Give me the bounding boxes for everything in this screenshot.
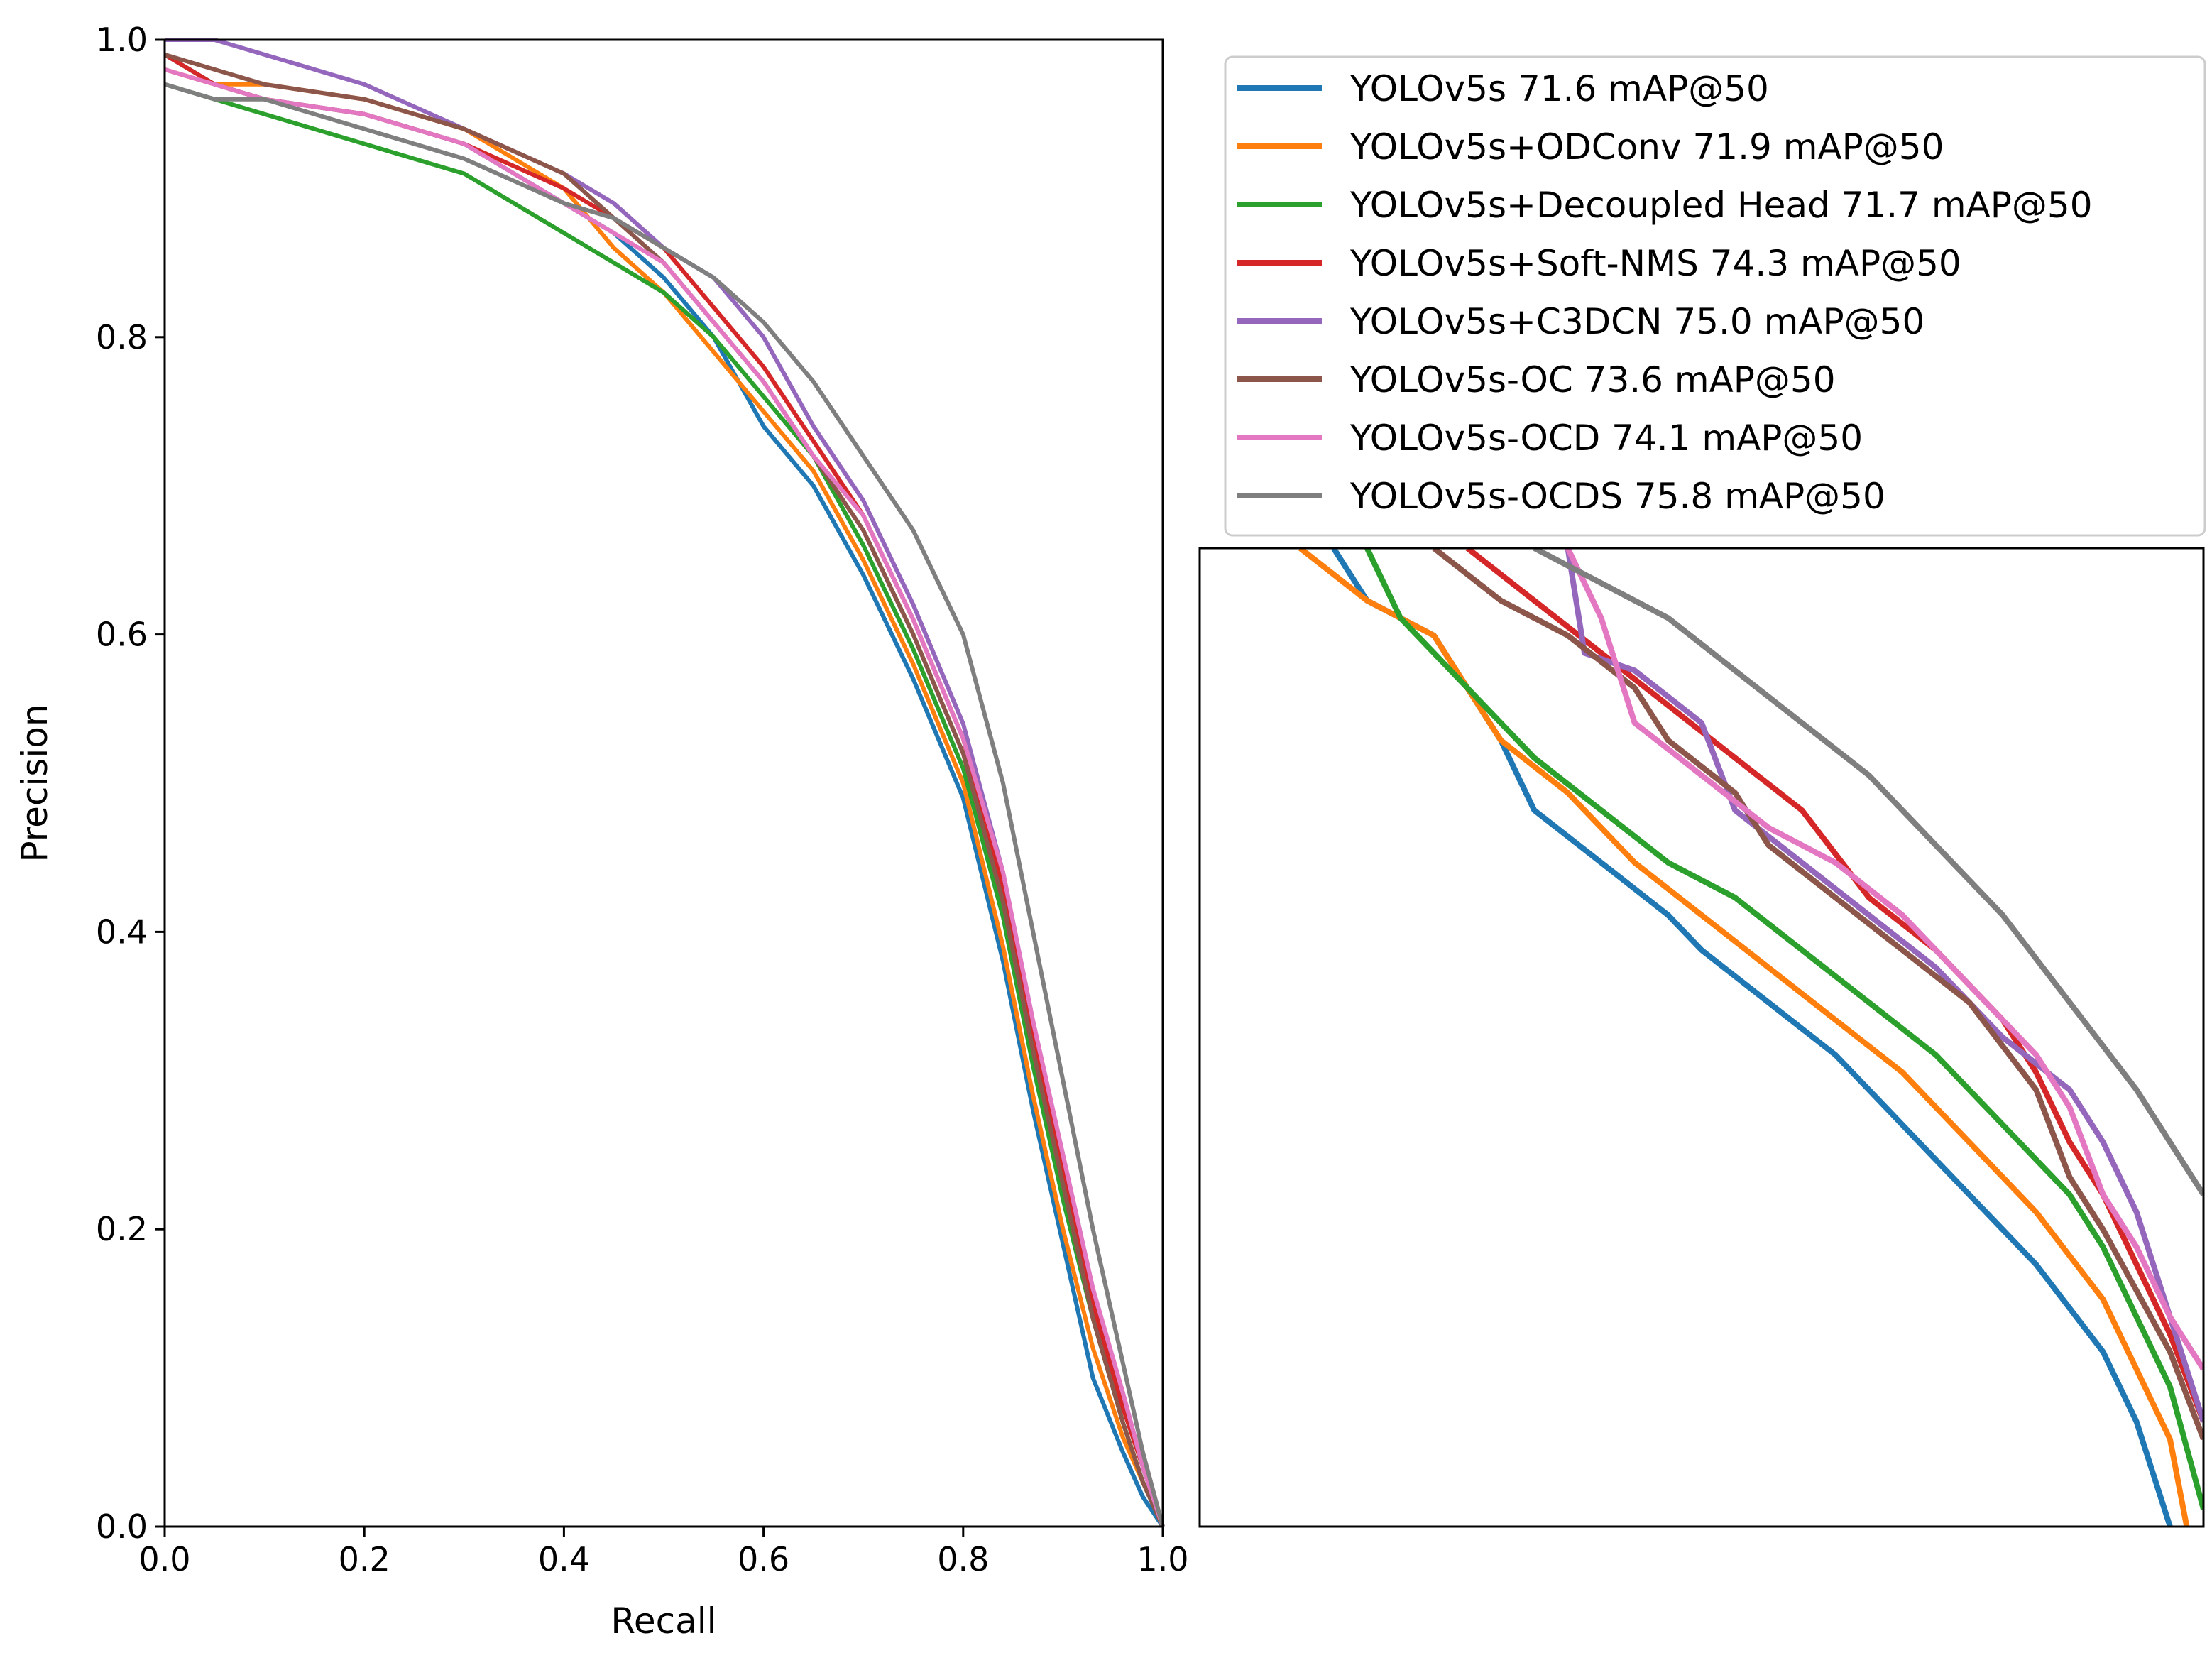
legend: YOLOv5s 71.6 mAP@50 YOLOv5s+ODConv 71.9 m… xyxy=(1224,55,2206,537)
main-line-yolov5s-ocd-74-1-map-50 xyxy=(164,67,1165,1527)
inset-line-yolov5s-71-6-map-50 xyxy=(1331,548,2173,1527)
inset-line-yolov5s-oc-73-6-map-50 xyxy=(1432,548,2203,1441)
legend-label-yolov5s-oc-73-6-map-50: YOLOv5s-OC 73.6 mAP@50 xyxy=(1349,359,1836,400)
y-tick-label: 0.0 xyxy=(96,1507,148,1546)
x-tick-label: 0.2 xyxy=(339,1540,390,1578)
main-line-yolov5s-decoupled-head-71-7-map-50 xyxy=(164,82,1165,1528)
inset-line-yolov5s-c3dcn-75-0-map-50 xyxy=(1565,548,2203,1423)
y-tick-label: 0.8 xyxy=(96,318,148,356)
main-line-yolov5s-odconv-71-9-map-50 xyxy=(164,67,1165,1528)
x-tick-label: 0.8 xyxy=(937,1540,989,1578)
zoom-inset-lines xyxy=(1298,548,2203,1527)
legend-label-yolov5s-odconv-71-9-map-50: YOLOv5s+ODConv 71.9 mAP@50 xyxy=(1349,126,1944,168)
main-plot-frame xyxy=(163,38,1164,1528)
legend-label-yolov5s-c3dcn-75-0-map-50: YOLOv5s+C3DCN 75.0 mAP@50 xyxy=(1349,301,1924,342)
zoom-inset-frame xyxy=(1198,547,2205,1528)
inset-line-yolov5s-ocds-75-8-map-50 xyxy=(1533,548,2203,1196)
legend-label-yolov5s-soft-nms-74-3-map-50: YOLOv5s+Soft-NMS 74.3 mAP@50 xyxy=(1349,243,1961,284)
zoom-inset-plot xyxy=(1198,547,2205,1528)
main-plot: 0.0 0.2 0.4 0.6 0.8 1.0 0.0 0.2 0.4 0.6 0.8 1.0 Re… xyxy=(14,21,1189,1642)
inset-line-yolov5s-decoupled-head-71-7-map-50 xyxy=(1364,548,2203,1510)
legend-label-yolov5s-ocd-74-1-map-50: YOLOv5s-OCD 74.1 mAP@50 xyxy=(1349,418,1863,459)
y-tick-label: 0.6 xyxy=(96,616,148,654)
x-axis-label: Recall xyxy=(611,1600,716,1642)
y-axis-label: Precision xyxy=(14,704,55,862)
inset-line-yolov5s-ocd-74-1-map-50 xyxy=(1565,548,2203,1371)
x-tick-label: 0.4 xyxy=(538,1540,590,1578)
legend-box xyxy=(1224,55,2206,537)
x-tick-label: 1.0 xyxy=(1137,1540,1188,1578)
y-tick-label: 0.2 xyxy=(96,1210,148,1248)
main-line-yolov5s-71-6-map-50 xyxy=(163,53,1165,1528)
legend-label-yolov5s-ocds-75-8-map-50: YOLOv5s-OCDS 75.8 mAP@50 xyxy=(1349,476,1885,517)
main-line-yolov5s-ocds-75-8-map-50 xyxy=(164,82,1165,1527)
x-tick-label: 0.6 xyxy=(738,1540,789,1578)
legend-label-yolov5s-decoupled-head-71-7-map-50: YOLOv5s+Decoupled Head 71.7 mAP@50 xyxy=(1349,185,2093,226)
x-axis-ticks: 0.0 0.2 0.4 0.6 0.8 1.0 xyxy=(138,1527,1189,1578)
y-tick-label: 1.0 xyxy=(96,21,148,59)
y-axis-ticks: 0.0 0.2 0.4 0.6 0.8 1.0 xyxy=(96,21,165,1546)
inset-line-yolov5s-odconv-71-9-map-50 xyxy=(1298,548,2190,1527)
x-tick-label: 0.0 xyxy=(138,1540,190,1578)
main-plot-lines xyxy=(163,38,1165,1528)
y-tick-label: 0.4 xyxy=(96,912,148,951)
legend-label-yolov5s-71-6-map-50: YOLOv5s 71.6 mAP@50 xyxy=(1349,68,1769,109)
